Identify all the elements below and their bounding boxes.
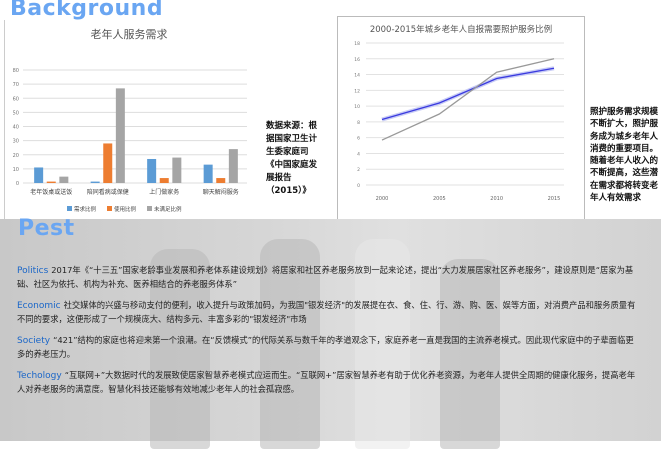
y-tick-label: 0 [16, 181, 19, 187]
technology-label: Techology [17, 371, 62, 381]
care-demand-note: 照护服务需求规模不断扩大，照护服务成为城乡老年人消费的重要项目。随着老年人收入的… [590, 107, 659, 204]
bar [90, 181, 100, 183]
bar [46, 181, 56, 183]
x-tick-label: 2000 [376, 196, 389, 202]
chart-title: 2000-2015年城乡老年人自报需要照护服务比例 [370, 24, 552, 35]
x-tick-label: 2005 [433, 196, 446, 202]
photo-person [440, 259, 500, 449]
y-tick-label: 4 [357, 151, 360, 157]
society-paragraph: Society “421”结构的家庭也将迎来第一个浪潮。在“反馈模式”的代际关系与… [17, 334, 637, 361]
bar [103, 143, 113, 183]
legend-label: 需求比例 [74, 205, 97, 213]
y-tick-label: 60 [13, 96, 19, 102]
y-tick-label: 8 [357, 120, 360, 126]
economic-label: Economic [17, 301, 61, 311]
y-tick-label: 20 [13, 153, 19, 159]
line-chart-svg: 2000-2015年城乡老年人自报需要照护服务比例 0 2 4 6 8 10 12 14 16 18… [354, 24, 564, 202]
x-tick-label: 上门做家务 [149, 188, 179, 196]
pest-paragraphs: Politics 2017年《“十三五”国家老龄事业发展和养老体系建设规划》将居家… [17, 264, 637, 396]
society-text: “421”结构的家庭也将迎来第一个浪潮。在“反馈模式”的代际关系与数千年的孝道观… [17, 335, 634, 359]
y-tick-label: 70 [13, 82, 19, 88]
y-tick-label: 16 [354, 57, 360, 63]
bar [147, 158, 157, 183]
background-heading: Background [10, 0, 164, 21]
y-tick-label: 10 [354, 104, 360, 110]
y-tick-label: 40 [13, 125, 19, 131]
x-tick-label: 陪同看病或保健 [87, 188, 129, 196]
y-tick-label: 18 [354, 41, 360, 47]
y-tick-label: 30 [13, 139, 19, 145]
legend-swatch [147, 206, 152, 211]
legend-label: 未满足比例 [154, 205, 182, 213]
y-tick-label: 14 [354, 73, 360, 79]
bar [159, 178, 169, 183]
bar [172, 157, 182, 183]
photo-person [150, 249, 210, 449]
bar [228, 149, 238, 183]
care-demand-line-chart: 2000-2015年城乡老年人自报需要照护服务比例 0 2 4 6 8 10 12 14 16 18… [337, 16, 585, 221]
x-tick-label: 聊天解闷服务 [203, 188, 239, 196]
chart-title: 老年人服务需求 [91, 27, 168, 41]
legend-swatch [107, 206, 112, 211]
x-tick-label: 2010 [490, 196, 503, 202]
bar [115, 88, 125, 183]
legend-label: 使用比例 [114, 205, 137, 213]
bar [34, 167, 44, 183]
politics-paragraph: Politics 2017年《“十三五”国家老龄事业发展和养老体系建设规划》将居家… [17, 264, 637, 291]
y-tick-label: 6 [357, 136, 360, 142]
y-tick-label: 0 [357, 183, 360, 189]
data-source-note: 数据来源：根据国家卫生计生委家庭司《中国家庭发展报告（2015）》 [266, 121, 318, 196]
bar [216, 178, 226, 183]
series-line [381, 67, 555, 121]
y-tick-label: 80 [13, 68, 19, 74]
legend-swatch [67, 206, 72, 211]
bar [59, 176, 69, 183]
x-tick-label: 2015 [548, 196, 561, 202]
pest-heading: Pest [18, 216, 75, 241]
bar [203, 164, 213, 183]
series-line [381, 58, 555, 141]
y-tick-label: 50 [13, 110, 19, 116]
service-demand-bar-chart: 老年人服务需求 0 10 20 30 40 50 60 70 80 老年饭桌或送饭 陪同看病或保健 上门… [4, 20, 249, 220]
politics-label: Politics [17, 266, 49, 276]
photo-person [260, 239, 320, 449]
society-label: Society [17, 336, 51, 346]
politics-text: 2017年《“十三五”国家老龄事业发展和养老体系建设规划》将居家和社区养老服务放… [17, 265, 634, 289]
bar-chart-svg: 老年人服务需求 0 10 20 30 40 50 60 70 80 老年饭桌或送饭 陪同看病或保健 上门… [13, 27, 249, 213]
economic-text: 社交媒体的兴盛与移动支付的便利，收入提升与政策加码，为我国"银发经济"的发展提在… [17, 300, 636, 324]
y-tick-label: 10 [13, 167, 19, 173]
x-tick-label: 老年饭桌或送饭 [30, 188, 72, 196]
y-tick-label: 2 [357, 167, 360, 173]
economic-paragraph: Economic 社交媒体的兴盛与移动支付的便利，收入提升与政策加码，为我国"银发… [17, 299, 637, 326]
pest-section: Pest Politics 2017年《“十三五”国家老龄事业发展和养老体系建设规… [0, 216, 661, 449]
technology-paragraph: Techology “互联网+”大数据时代的发展致使居家智慧养老模式应运而生。“互… [17, 369, 637, 396]
y-tick-label: 12 [354, 88, 360, 94]
photo-person [355, 239, 410, 449]
technology-text: “互联网+”大数据时代的发展致使居家智慧养老模式应运而生。“互联网+”居家智慧养… [17, 370, 636, 394]
